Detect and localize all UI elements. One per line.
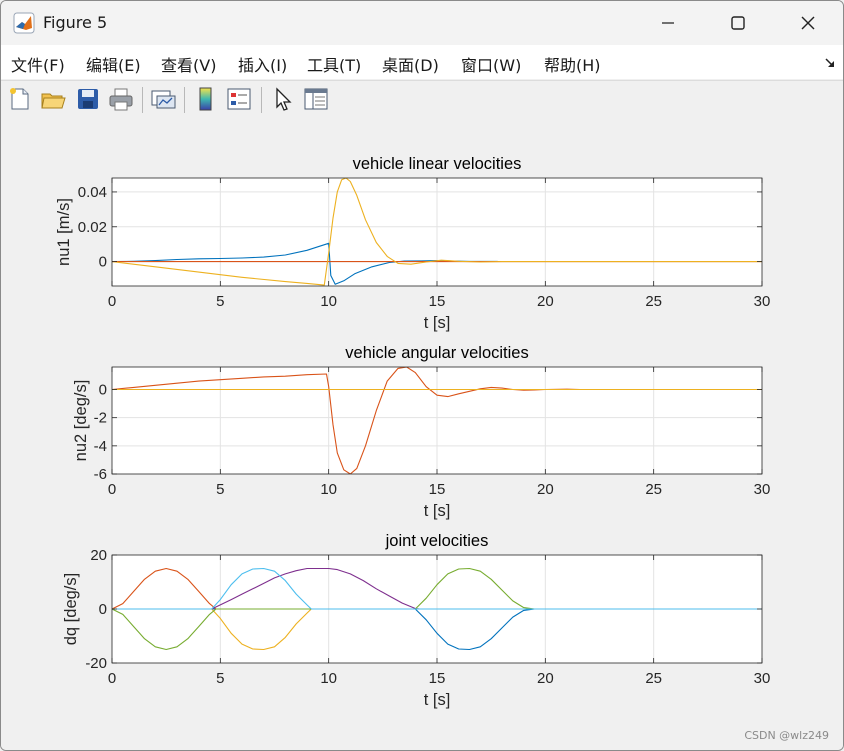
x-tick-label: 30 <box>754 481 771 498</box>
x-tick-label: 5 <box>216 670 224 687</box>
y-tick-label: -20 <box>85 655 107 672</box>
x-axis-label: t [s] <box>424 691 451 709</box>
series-line-3 <box>112 178 762 286</box>
x-tick-label: 15 <box>429 481 446 498</box>
series-group <box>112 567 762 651</box>
matlab-icon <box>13 12 35 34</box>
series-line-4 <box>112 567 762 610</box>
open-file-icon[interactable] <box>39 85 67 113</box>
close-button[interactable] <box>773 1 843 45</box>
toolbar-separator <box>184 87 185 113</box>
watermark: CSDN @wlz249 <box>744 729 829 742</box>
y-tick-label: -4 <box>94 438 107 455</box>
maximize-button[interactable] <box>703 1 773 45</box>
x-tick-label: 30 <box>754 293 771 310</box>
x-tick-label: 10 <box>320 670 337 687</box>
maximize-icon <box>731 16 745 30</box>
y-tick-label: -2 <box>94 410 107 427</box>
series-line-1 <box>112 608 762 651</box>
title-bar: Figure 5 <box>1 1 843 45</box>
x-tick-label: 10 <box>320 293 337 310</box>
x-tick-label: 5 <box>216 293 224 310</box>
link-plot-icon[interactable] <box>149 85 177 113</box>
x-tick-label: 0 <box>108 481 116 498</box>
minimize-button[interactable] <box>633 1 703 45</box>
x-axis-label: t [s] <box>424 502 451 520</box>
y-axis-label: nu1 [m/s] <box>55 198 73 266</box>
axes-1: 0 5 10 15 20 25 30 0 0.02 0.04 vehicle linear velo… <box>55 155 770 332</box>
save-icon[interactable] <box>74 85 102 113</box>
y-tick-label: 0 <box>99 601 107 618</box>
x-tick-label: 10 <box>320 481 337 498</box>
x-tick-label: 25 <box>645 481 662 498</box>
y-tick-label: 20 <box>90 547 107 564</box>
colorbar-icon[interactable] <box>192 85 220 113</box>
series-line-5 <box>112 567 762 651</box>
menu-view[interactable]: 查看(V) <box>161 56 217 75</box>
property-inspector-icon[interactable] <box>302 85 330 113</box>
menu-insert[interactable]: 插入(I) <box>238 56 288 75</box>
menu-window[interactable]: 窗口(W) <box>461 56 522 75</box>
series-line-2 <box>112 567 762 610</box>
figure-axes-area: 0 5 10 15 20 25 30 0 0.02 0.04 vehicle linear velo… <box>55 155 770 709</box>
x-tick-label: 20 <box>537 670 554 687</box>
menu-tools[interactable]: 工具(T) <box>307 56 362 75</box>
menu-help[interactable]: 帮助(H) <box>544 56 601 75</box>
series-group <box>112 367 762 474</box>
series-line-2 <box>112 367 581 474</box>
x-tick-label: 20 <box>537 293 554 310</box>
menu-desktop[interactable]: 桌面(D) <box>382 56 439 75</box>
window-title: Figure 5 <box>43 13 108 32</box>
toolbar-separator <box>142 87 143 113</box>
figure-toolbar <box>1 80 843 120</box>
toolbar-separator <box>261 87 262 113</box>
x-tick-label: 25 <box>645 293 662 310</box>
menu-edit[interactable]: 编辑(E) <box>86 56 141 75</box>
new-figure-icon[interactable] <box>6 85 34 113</box>
minimize-icon <box>662 22 674 24</box>
legend-icon[interactable] <box>225 85 253 113</box>
x-tick-label: 0 <box>108 293 116 310</box>
figure-canvas: 0 5 10 15 20 25 30 0 0.02 0.04 vehicle linear velo… <box>1 119 843 750</box>
axes-2: 0 5 10 15 20 25 30 -6 -4 -2 0 vehicle angular veloc… <box>72 344 770 520</box>
x-tick-label: 30 <box>754 670 771 687</box>
y-tick-label: 0.04 <box>78 184 107 201</box>
y-axis-label: nu2 [deg/s] <box>72 380 90 462</box>
y-axis-label: dq [deg/s] <box>62 573 80 645</box>
y-tick-label: -6 <box>94 466 107 483</box>
axes-title: vehicle angular velocities <box>345 344 528 362</box>
axes-title: joint velocities <box>385 532 489 550</box>
y-tick-label: 0 <box>99 382 107 399</box>
menu-file[interactable]: 文件(F) <box>11 56 65 75</box>
x-tick-label: 15 <box>429 670 446 687</box>
series-line-6 <box>112 567 762 610</box>
x-tick-label: 15 <box>429 293 446 310</box>
dock-arrow-icon[interactable] <box>824 57 836 69</box>
series-line-3 <box>112 608 762 651</box>
series-group <box>112 178 762 286</box>
axes-title: vehicle linear velocities <box>353 155 522 173</box>
y-tick-label: 0.02 <box>78 219 107 236</box>
x-tick-label: 5 <box>216 481 224 498</box>
print-icon[interactable] <box>107 85 135 113</box>
x-axis-label: t [s] <box>424 314 451 332</box>
x-tick-label: 25 <box>645 670 662 687</box>
close-icon <box>801 16 815 30</box>
menu-bar: 文件(F) 编辑(E) 查看(V) 插入(I) 工具(T) 桌面(D) 窗口(W… <box>1 45 843 79</box>
x-tick-label: 0 <box>108 670 116 687</box>
pointer-icon[interactable] <box>269 85 297 113</box>
y-tick-label: 0 <box>99 254 107 271</box>
x-tick-label: 20 <box>537 481 554 498</box>
